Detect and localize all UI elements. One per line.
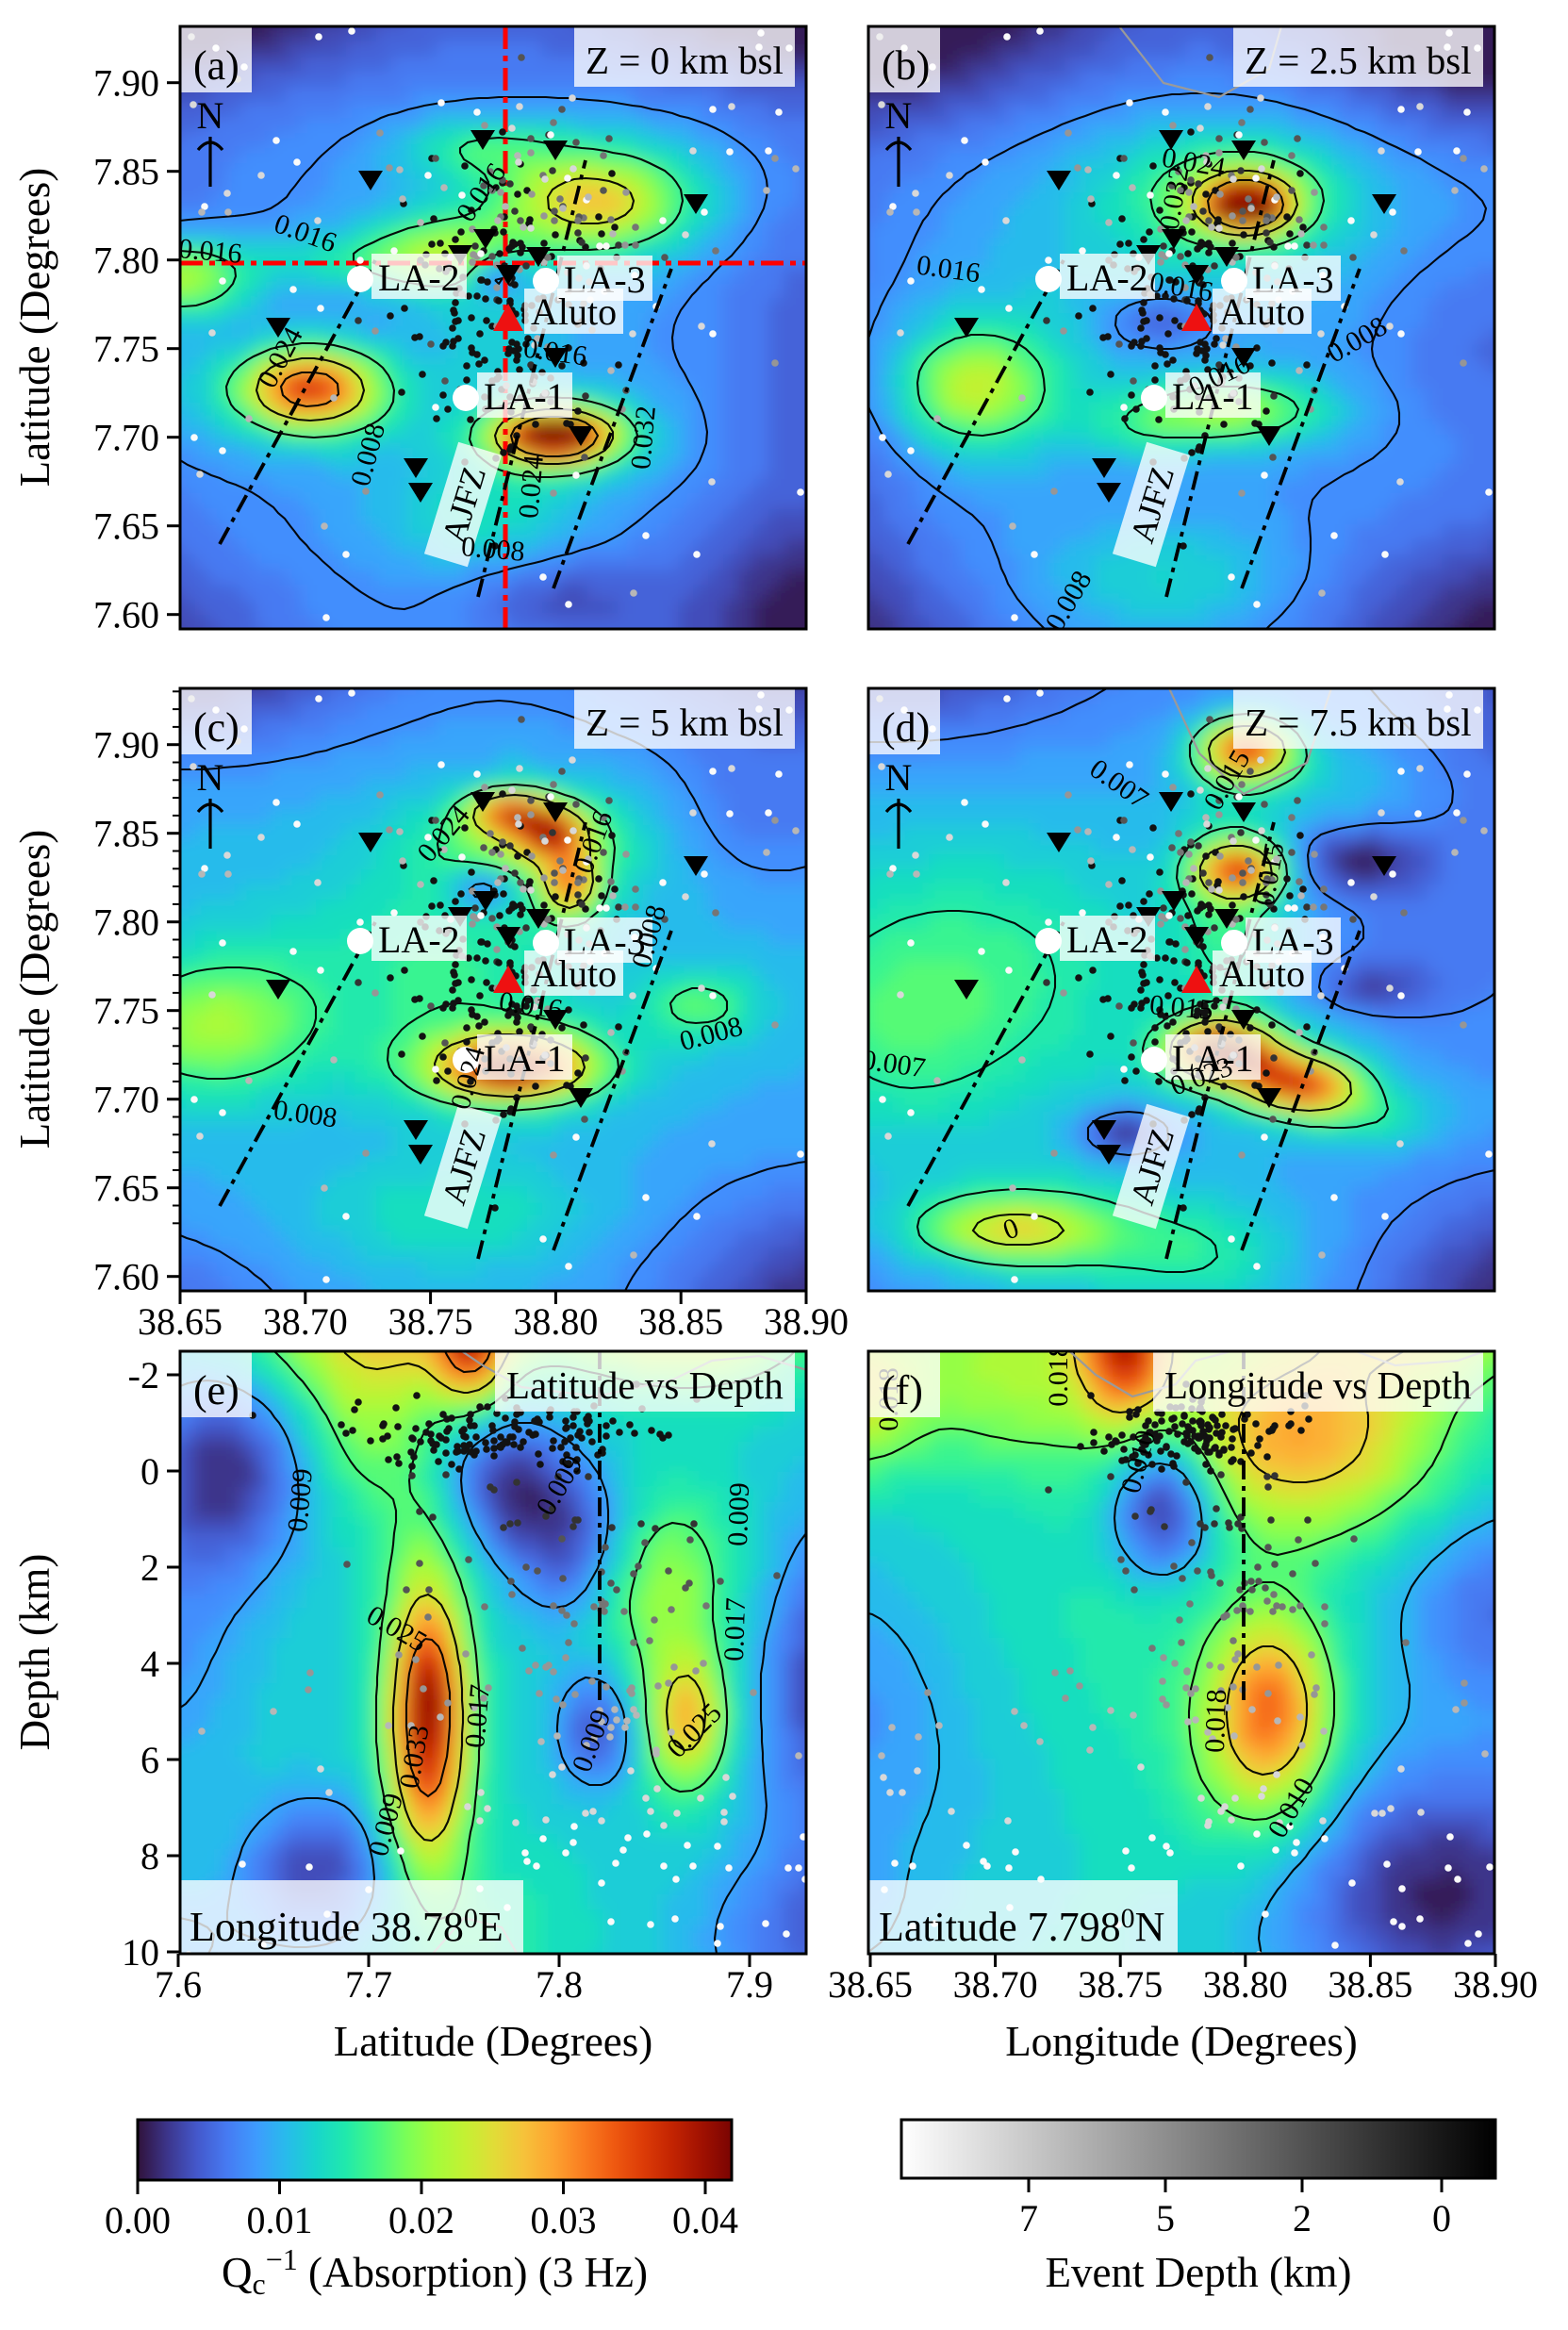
svg-text:0.008: 0.008 [460,531,526,568]
svg-text:N: N [197,756,224,799]
svg-text:N: N [885,94,913,137]
svg-text:0.024: 0.024 [513,454,550,520]
svg-text:LA-2: LA-2 [378,918,460,961]
svg-text:0.016: 0.016 [177,233,243,270]
svg-text:LA-1: LA-1 [484,375,566,418]
svg-text:Aluto: Aluto [1219,290,1305,333]
svg-text:LA-2: LA-2 [1066,918,1148,961]
svg-text:0.032: 0.032 [625,405,662,471]
svg-text:LA-2: LA-2 [378,256,460,299]
svg-text:N: N [885,756,913,799]
svg-text:N: N [197,94,224,137]
svg-text:Aluto: Aluto [531,290,617,333]
svg-text:0.015: 0.015 [1148,989,1214,1026]
svg-text:Aluto: Aluto [1219,952,1305,995]
svg-text:LA-2: LA-2 [1066,256,1148,299]
svg-text:Aluto: Aluto [531,952,617,995]
svg-text:LA-1: LA-1 [484,1037,566,1080]
